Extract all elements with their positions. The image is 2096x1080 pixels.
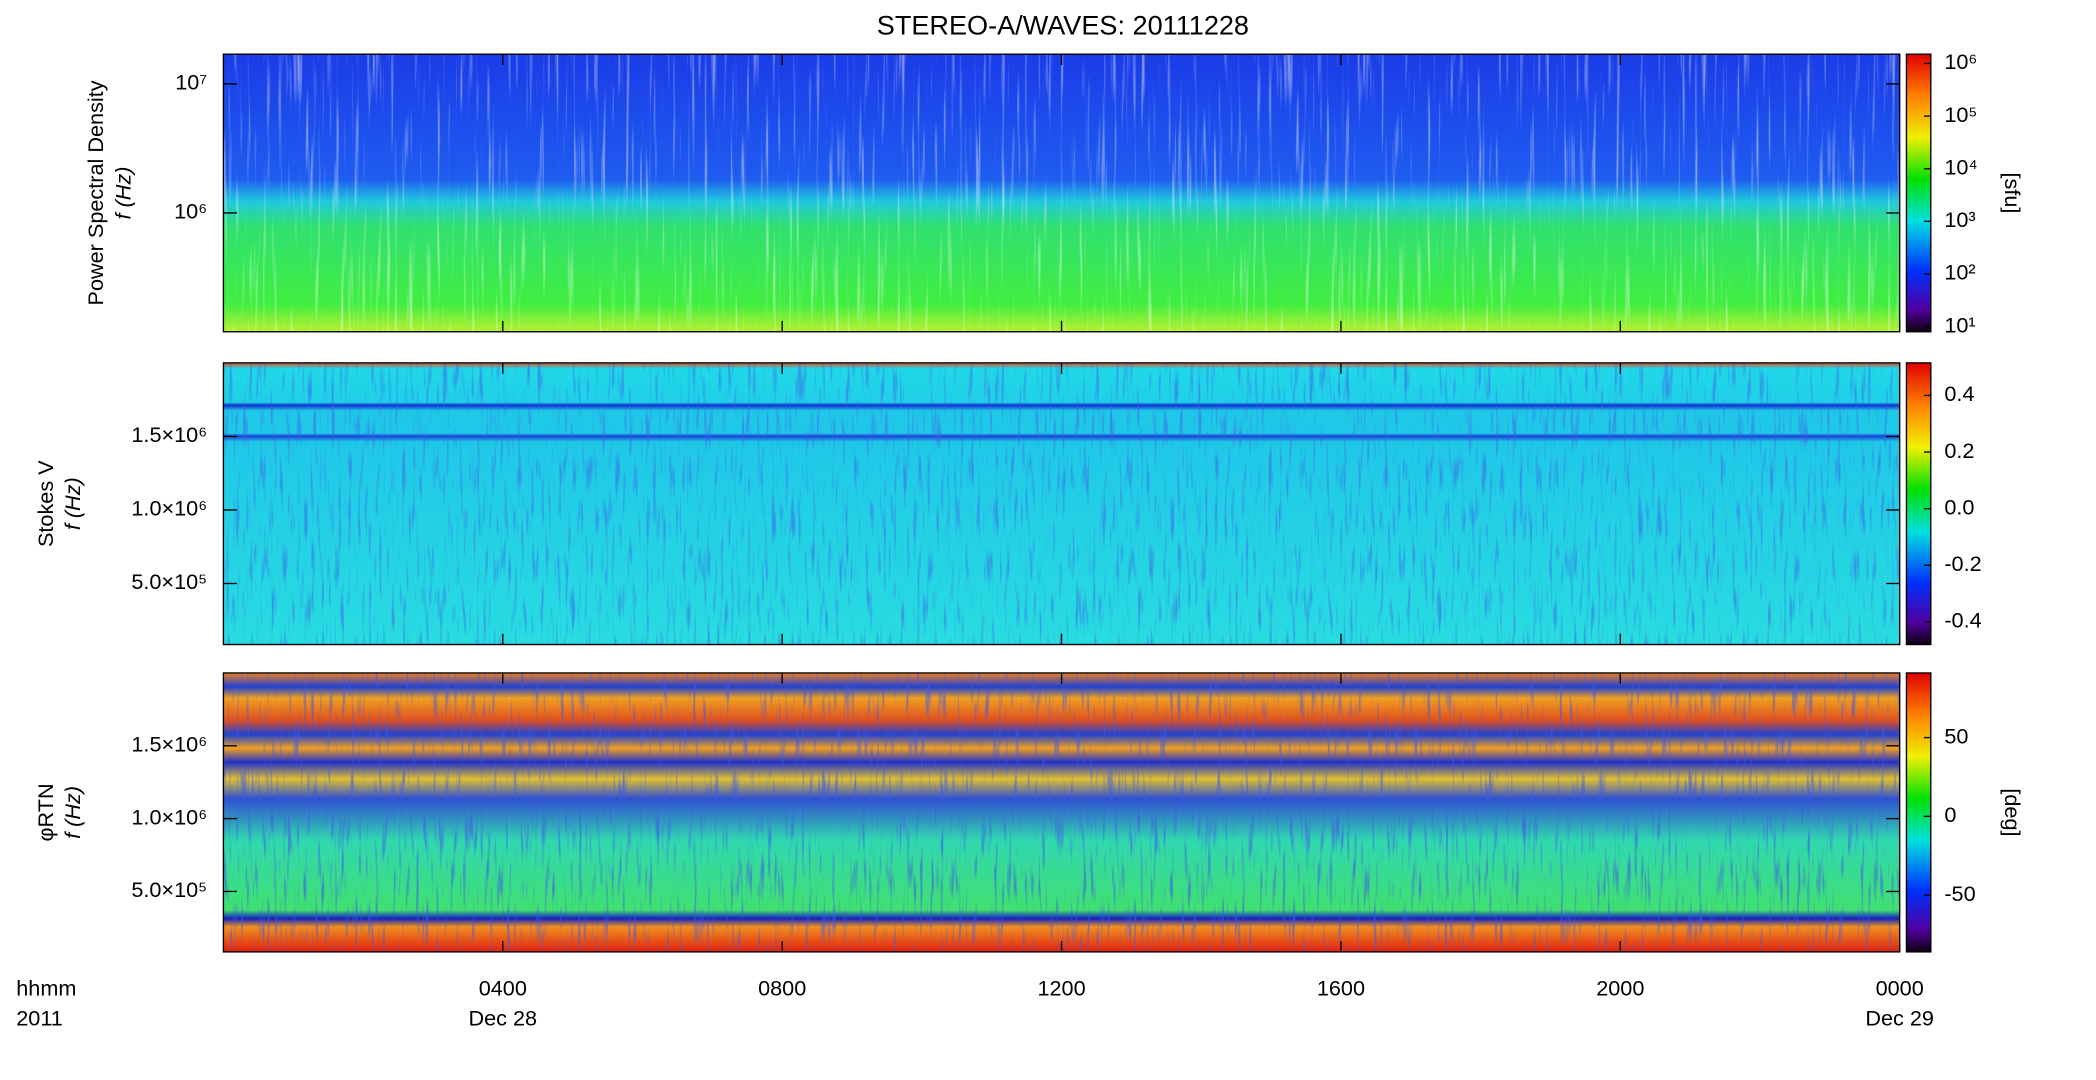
colorbar-tick-label: 0.0 — [1944, 494, 1974, 519]
x-axis-label: 2011 — [16, 1005, 63, 1030]
y-axis-label: Power Spectral Density — [83, 80, 108, 305]
y-axis-label: f (Hz) — [60, 786, 85, 839]
y-tick-label: 1.0×10⁶ — [131, 804, 207, 829]
x-date-label: Dec 28 — [468, 1005, 537, 1030]
colorbar-label: [deg] — [2000, 788, 2025, 836]
spectrogram-images — [223, 54, 1900, 952]
colorbar-tick-label: 50 — [1944, 723, 1968, 748]
colorbar-tick-label: 0 — [1944, 802, 1956, 827]
colorbar — [1905, 672, 1932, 953]
colorbar-tick-label: 10³ — [1944, 207, 1975, 232]
colorbar-tick-label: 10¹ — [1944, 312, 1975, 337]
x-date-label: Dec 29 — [1865, 1005, 1934, 1030]
colorbar-tick-label: -0.2 — [1944, 551, 1981, 576]
y-tick-label: 10⁶ — [174, 199, 207, 224]
y-axis-label: f (Hz) — [60, 477, 85, 530]
y-tick-label: 5.0×10⁵ — [131, 877, 207, 902]
colorbar-tick-label: 10² — [1944, 260, 1975, 285]
y-tick-label: 1.0×10⁶ — [131, 496, 207, 521]
colorbar-label: [sfu] — [2000, 172, 2025, 213]
colorbar-tick-label: 10⁵ — [1944, 102, 1977, 127]
y-axis-label: Stokes V — [33, 460, 58, 547]
x-tick-label: 1600 — [1317, 976, 1365, 1001]
colorbar-tick-label: 10⁶ — [1944, 49, 1977, 74]
colorbar — [1905, 53, 1932, 333]
colorbar — [1905, 362, 1932, 646]
colorbar-tick-label: -50 — [1944, 881, 1975, 906]
colorbar-tick-label: 10⁴ — [1944, 154, 1977, 179]
x-tick-label: 1200 — [1037, 976, 1085, 1001]
y-tick-label: 1.5×10⁶ — [131, 732, 207, 757]
y-tick-label: 1.5×10⁶ — [131, 422, 207, 447]
x-tick-label: 0800 — [758, 976, 806, 1001]
spectrogram-texture — [223, 362, 1900, 645]
colorbar-tick-label: -0.4 — [1944, 608, 1981, 633]
y-tick-label: 5.0×10⁵ — [131, 569, 207, 594]
spectrogram-texture — [223, 672, 1900, 952]
y-tick-label: 10⁷ — [175, 70, 207, 95]
y-axis-label: f (Hz) — [110, 166, 135, 219]
spectrogram-texture — [223, 54, 1900, 332]
x-tick-label: 2000 — [1596, 976, 1644, 1001]
colorbar-tick-label: 0.4 — [1944, 381, 1974, 406]
colorbar-tick-label: 0.2 — [1944, 438, 1974, 463]
x-tick-label: 0400 — [479, 976, 527, 1001]
x-axis-label: hhmm — [16, 976, 76, 1001]
y-axis-label: φRTN — [33, 783, 58, 841]
chart-title: STEREO-A/WAVES: 20111228 — [877, 9, 1249, 40]
x-tick-label: 0000 — [1876, 976, 1924, 1001]
